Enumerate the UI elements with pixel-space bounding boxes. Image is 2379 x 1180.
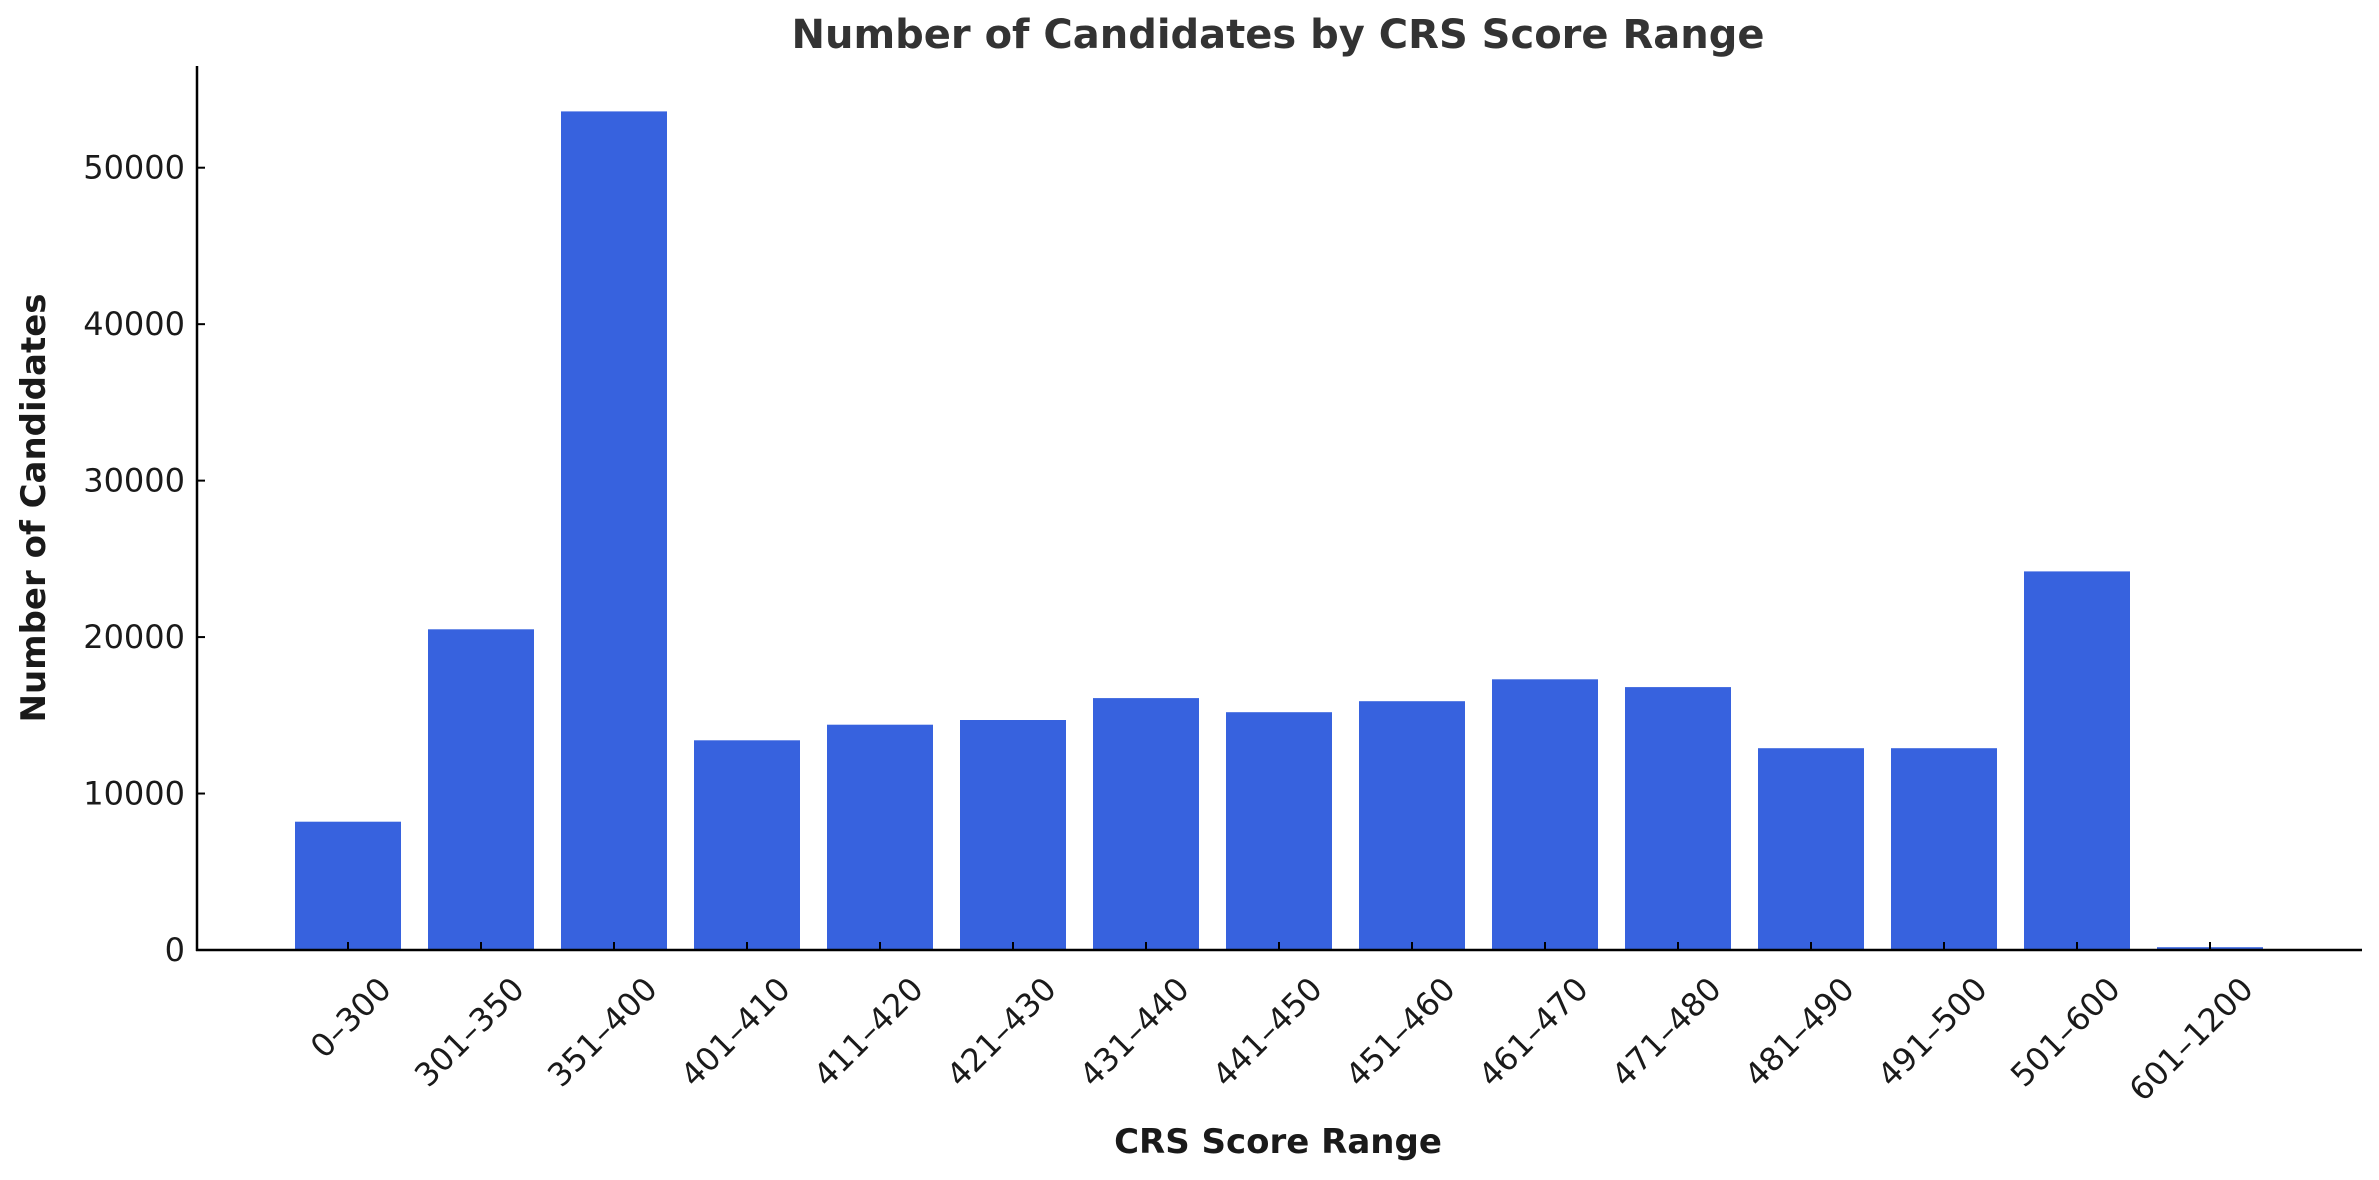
bar-7: [1226, 712, 1332, 950]
x-tick-label: 301–350: [407, 970, 532, 1095]
bar-0: [295, 821, 401, 950]
x-tick-label: 441–450: [1205, 970, 1330, 1095]
y-tick-label: 40000: [83, 305, 185, 343]
bar-5: [960, 720, 1066, 950]
x-tick-label: 0–300: [303, 970, 399, 1066]
x-tick-label: 351–400: [540, 970, 665, 1095]
bar-13: [2024, 571, 2130, 950]
bar-11: [1758, 748, 1864, 950]
x-axis-label: CRS Score Range: [1114, 1122, 1442, 1162]
y-tick-label: 30000: [83, 462, 185, 500]
y-tick-label: 20000: [83, 618, 185, 656]
bar-9: [1492, 679, 1598, 950]
chart-title: Number of Candidates by CRS Score Range: [792, 12, 1765, 58]
y-tick-label: 50000: [83, 149, 185, 187]
bar-3: [694, 740, 800, 950]
bar-12: [1891, 748, 1997, 950]
y-axis-label: Number of Candidates: [14, 293, 54, 722]
bar-2: [561, 111, 667, 950]
x-tick-label: 421–430: [939, 970, 1064, 1095]
y-axis-ticks: 0 10000 20000 30000 40000 50000: [83, 149, 205, 969]
x-tick-label: 411–420: [806, 970, 931, 1095]
x-tick-label: 471–480: [1604, 970, 1729, 1095]
x-tick-label: 481–490: [1737, 970, 1862, 1095]
y-tick-label: 0: [165, 931, 185, 969]
x-tick-label: 451–460: [1338, 970, 1463, 1095]
bar-10: [1625, 687, 1731, 950]
bar-1: [428, 629, 534, 950]
x-tick-label: 491–500: [1870, 970, 1995, 1095]
x-axis-ticks: 0–300 301–350 351–400 401–410 411–420 421–430…: [303, 942, 2261, 1109]
bar-4: [827, 724, 933, 950]
x-tick-label: 401–410: [673, 970, 798, 1095]
x-tick-label: 501–600: [2003, 970, 2128, 1095]
x-tick-label: 431–440: [1072, 970, 1197, 1095]
bars-group: [295, 111, 2263, 950]
bar-8: [1359, 701, 1465, 950]
x-tick-label: 601–1200: [2122, 970, 2261, 1109]
y-tick-label: 10000: [83, 775, 185, 813]
bar-6: [1093, 698, 1199, 950]
x-tick-label: 461–470: [1471, 970, 1596, 1095]
